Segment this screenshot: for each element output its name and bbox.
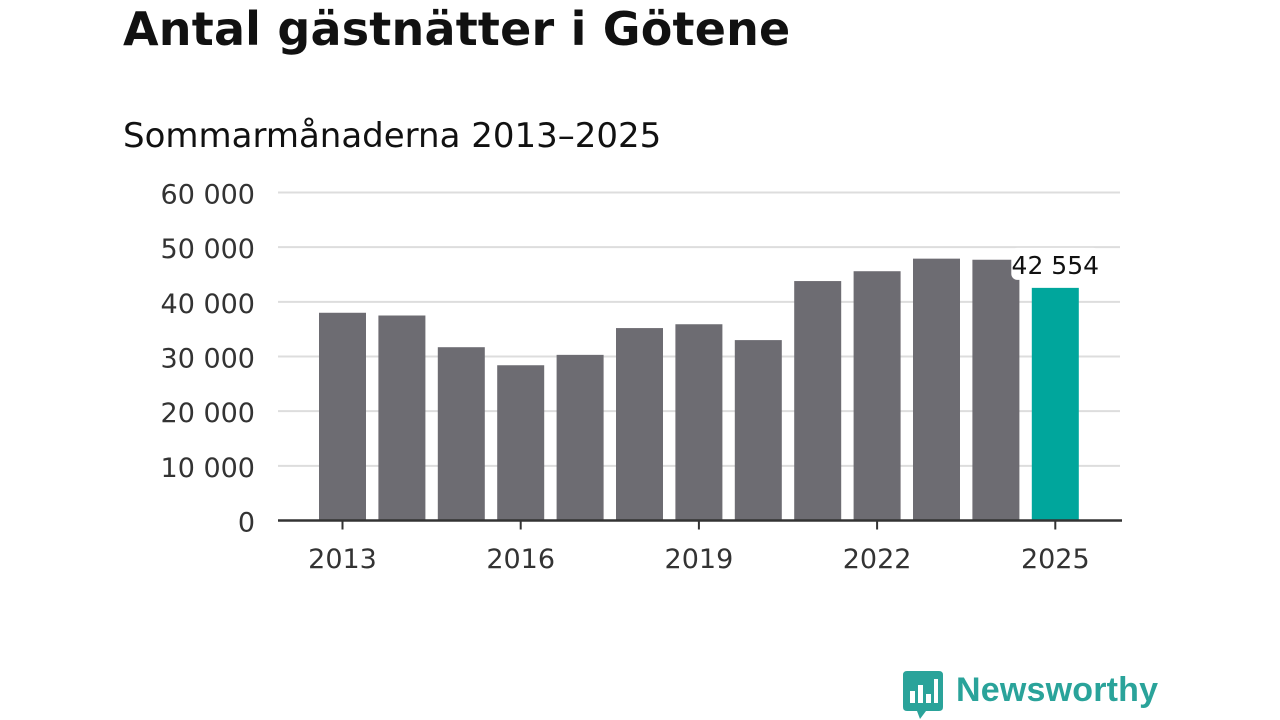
- chart-title: Antal gästnätter i Götene: [123, 2, 791, 56]
- bar-2024: [972, 259, 1020, 521]
- x-tick-label: 2016: [486, 544, 555, 575]
- y-axis-tick-labels: 0 10 000 20 000 30 000 40 000 50 000 60 000: [161, 180, 255, 539]
- x-tick-label: 2022: [843, 544, 912, 575]
- y-tick-label: 30 000: [161, 344, 255, 375]
- newsworthy-chart-bubble-icon: [903, 671, 943, 719]
- brand-logo: Newsworthy: [902, 670, 1158, 720]
- brand-name: Newsworthy: [956, 671, 1159, 709]
- x-tick-label: 2025: [1021, 544, 1090, 575]
- bar-2025: [1031, 287, 1079, 521]
- bar-2015: [437, 347, 485, 521]
- bar-2019: [675, 324, 723, 521]
- y-tick-label: 40 000: [161, 289, 255, 320]
- x-axis-tick-labels: 2013 2016 2019 2022 2025: [308, 520, 1090, 575]
- data-label-2025: 42 554: [1012, 251, 1099, 280]
- chart-subtitle: Sommarmånaderna 2013–2025: [123, 116, 662, 156]
- bar-2013: [319, 312, 366, 521]
- bars: [319, 258, 1079, 521]
- bar-2014: [378, 315, 426, 521]
- y-tick-label: 20 000: [161, 398, 255, 429]
- data-labels: 42 554: [1011, 247, 1100, 280]
- y-tick-label: 0: [238, 508, 255, 539]
- bar-2017: [556, 354, 604, 521]
- y-tick-label: 50 000: [161, 234, 255, 265]
- bar-2023: [913, 258, 960, 521]
- bar-2018: [616, 328, 663, 521]
- y-tick-label: 10 000: [161, 453, 255, 484]
- x-tick-label: 2019: [665, 544, 734, 575]
- y-tick-label: 60 000: [161, 180, 255, 211]
- data-label-background: [1011, 247, 1100, 280]
- bar-2020: [734, 340, 782, 521]
- x-tick-label: 2013: [308, 544, 377, 575]
- bar-2022: [853, 271, 901, 521]
- bar-2016: [497, 365, 545, 521]
- bar-2021: [794, 281, 842, 521]
